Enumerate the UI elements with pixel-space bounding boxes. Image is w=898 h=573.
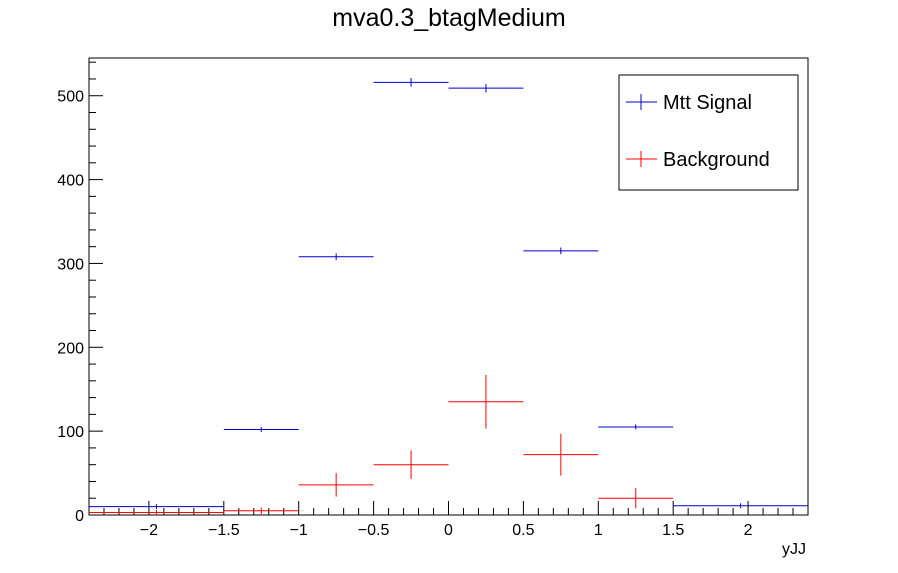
- y-tick-label: 500: [57, 89, 84, 106]
- x-tick-label: 0: [444, 522, 453, 539]
- x-tick-label: −0.5: [358, 522, 390, 539]
- x-tick-label: −1: [290, 522, 308, 539]
- series-background: [89, 374, 674, 515]
- y-tick-label: 100: [57, 424, 84, 441]
- x-tick-label: −2: [140, 522, 158, 539]
- series-mtt-signal: [89, 78, 808, 510]
- chart-title: mva0.3_btagMedium: [332, 4, 566, 32]
- legend: Mtt Signal Background: [618, 74, 799, 191]
- axes: −2 −1.5 −1 −0.5 0 0.5 1 1.5 2 0 100 200 300 400 500: [57, 61, 809, 539]
- legend-label: Background: [663, 149, 770, 171]
- x-tick-label: 2: [744, 522, 753, 539]
- x-tick-label: −1.5: [208, 522, 240, 539]
- x-tick-label: 1: [594, 522, 603, 539]
- y-tick-label: 200: [57, 340, 84, 357]
- x-tick-label: 1.5: [662, 522, 684, 539]
- legend-box: [618, 74, 799, 191]
- y-tick-label: 0: [75, 508, 84, 525]
- x-axis-label: yJJ: [782, 541, 806, 558]
- y-tick-label: 300: [57, 256, 84, 273]
- legend-label: Mtt Signal: [663, 92, 752, 114]
- data-marks: [89, 78, 808, 515]
- y-tick-label: 400: [57, 173, 84, 190]
- x-tick-label: 0.5: [512, 522, 534, 539]
